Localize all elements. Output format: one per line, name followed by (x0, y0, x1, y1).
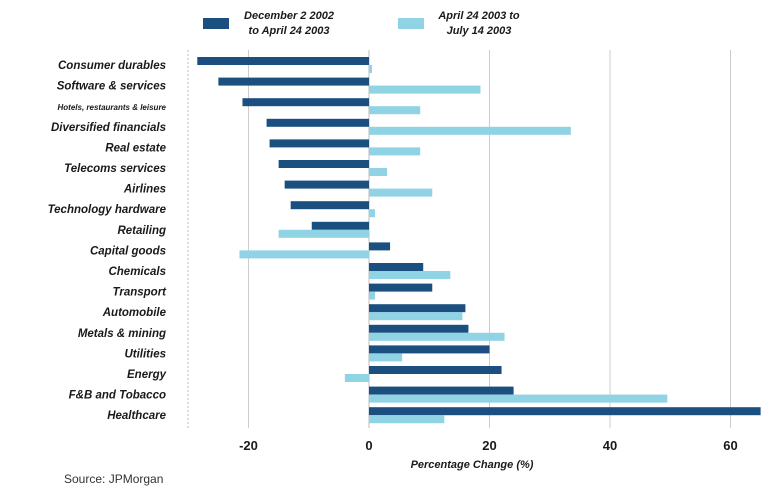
bar-series-2 (369, 332, 505, 341)
bar-series-2 (369, 188, 433, 197)
legend-swatch (398, 18, 424, 29)
category-label: Software & services (57, 81, 166, 93)
category-label: Technology hardware (48, 204, 167, 216)
bar-series-1 (242, 98, 369, 107)
bar-series-1 (284, 180, 369, 189)
category-label: Real estate (105, 142, 166, 154)
category-label: Capital goods (90, 245, 166, 257)
category-label: Utilities (124, 348, 166, 360)
bar-series-1 (369, 345, 490, 354)
bar-series-2 (344, 374, 369, 382)
category-label: Retailing (117, 225, 166, 237)
bar-series-2 (369, 271, 451, 279)
legend-label: December 2 2002 (244, 10, 334, 22)
legend: December 2 2002 to April 24 2003 April 24 … (203, 10, 520, 37)
category-labels: Consumer durables Software & services Hote… (48, 60, 168, 422)
category-label: Automobile (102, 307, 167, 319)
bar-series-1 (369, 263, 424, 271)
bar-series-2 (369, 126, 571, 135)
category-label: Chemicals (108, 266, 166, 278)
bar-series-1 (290, 201, 369, 210)
bar-series-1 (311, 221, 369, 230)
bar-series-1 (369, 283, 433, 292)
bar-series-2 (278, 229, 369, 238)
bar-series-1 (369, 242, 391, 251)
bar-series-2 (369, 291, 376, 300)
bar-series-1 (278, 160, 369, 168)
x-axis-title: Percentage Change (%) (411, 459, 534, 471)
category-label: F&B and Tobacco (69, 390, 166, 402)
bar-series-1 (197, 57, 369, 65)
category-label: Airlines (123, 184, 166, 196)
bar-series-2 (369, 106, 421, 115)
legend-swatch (203, 18, 229, 29)
bar-series-1 (266, 118, 369, 127)
bar-series-1 (369, 366, 502, 374)
bar-series-1 (369, 386, 514, 395)
category-label: Transport (113, 287, 168, 299)
legend-label: July 14 2003 (447, 25, 512, 37)
bar-series-1 (369, 304, 466, 313)
x-tick-label: 20 (482, 438, 496, 453)
legend-label: April 24 2003 to (437, 10, 520, 22)
category-label: Diversified financials (51, 122, 166, 134)
x-tick-labels: -20 0 20 40 60 (239, 438, 738, 453)
x-tick-label: -20 (239, 438, 258, 453)
source-note: Source: JPMorgan (64, 472, 163, 486)
category-label: Energy (127, 369, 167, 381)
bar-series-1 (369, 324, 469, 333)
x-tick-label: 0 (365, 438, 372, 453)
bar-series-2 (369, 353, 403, 362)
category-label: Metals & mining (78, 328, 166, 340)
category-label: Healthcare (107, 410, 166, 422)
legend-label: to April 24 2003 (249, 25, 330, 37)
bar-series-2 (369, 415, 445, 424)
bar-series-2 (369, 394, 668, 403)
category-label: Consumer durables (58, 60, 166, 72)
category-label: Hotels, restaurants & leisure (58, 103, 167, 112)
bar-series-2 (369, 85, 481, 94)
bar-series-2 (369, 312, 463, 321)
bars (197, 57, 761, 424)
bar-series-2 (369, 147, 421, 156)
category-label: Telecoms services (64, 163, 166, 175)
gridlines (187, 50, 731, 428)
bar-series-1 (218, 77, 369, 86)
bar-series-1 (369, 407, 761, 416)
bar-series-2 (369, 65, 373, 73)
x-tick-label: 60 (723, 438, 737, 453)
bar-series-1 (269, 139, 369, 148)
x-tick-label: 40 (603, 438, 617, 453)
bar-series-2 (239, 250, 369, 259)
bar-series-2 (369, 209, 376, 218)
bar-series-2 (369, 168, 388, 176)
